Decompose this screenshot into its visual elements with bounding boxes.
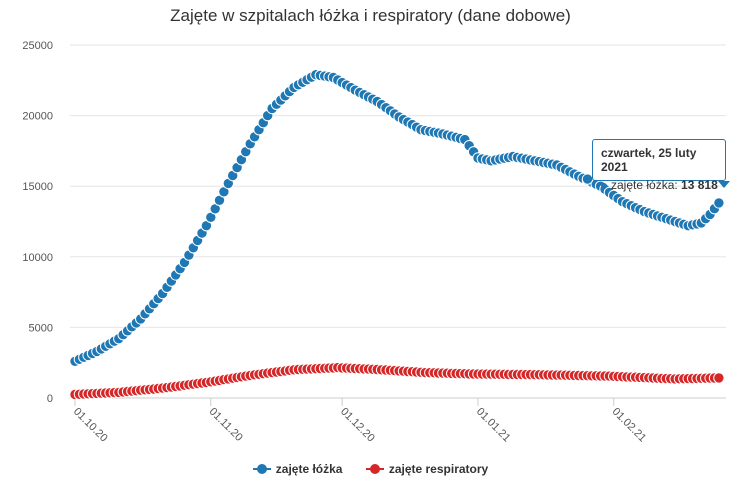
x-tick-label: 01.10.20 <box>71 406 110 445</box>
tooltip-series-dot <box>601 182 607 189</box>
legend-item-beds[interactable]: zajęte łóżka <box>252 462 343 476</box>
chart-title: Zajęte w szpitalach łóżka i respiratory … <box>170 6 571 25</box>
y-tick-label: 0 <box>47 393 53 405</box>
data-point-beds[interactable] <box>713 197 725 209</box>
y-tick-label: 5000 <box>29 322 53 334</box>
series-points <box>69 69 725 401</box>
y-tick-label: 25000 <box>22 40 53 52</box>
legend-symbol-ventilators <box>365 464 384 474</box>
x-axis: 01.10.20 01.11.20 01.12.20 01.01.21 01.02.21 <box>71 398 649 445</box>
y-tick-label: 20000 <box>22 111 53 123</box>
tooltip-value: 13 818 <box>681 178 718 192</box>
x-tick-label: 01.02.21 <box>610 406 649 445</box>
y-tick-label: 10000 <box>22 252 53 264</box>
y-tick-label: 15000 <box>22 181 53 193</box>
tooltip-title: czwartek, 25 luty 2021 <box>601 146 697 174</box>
legend-label-ventilators: zajęte respiratory <box>388 462 489 476</box>
legend: zajęte łóżka zajęte respiratory <box>0 462 741 477</box>
legend-item-ventilators[interactable]: zajęte respiratory <box>365 462 489 476</box>
tooltip-pointer <box>718 181 730 188</box>
x-tick-label: 01.01.21 <box>474 406 513 445</box>
tooltip-series-label: zajęte łóżka: <box>611 178 682 192</box>
gridlines <box>70 44 726 399</box>
y-axis-labels: 0 5000 10000 15000 20000 25000 <box>22 40 53 405</box>
tooltip-line: zajęte łóżka: 13 818 <box>601 178 718 192</box>
legend-symbol-beds <box>252 464 271 474</box>
tooltip: czwartek, 25 luty 2021 zajęte łóżka: 13 … <box>592 139 726 192</box>
data-point-ventilators[interactable] <box>713 372 725 384</box>
x-tick-label: 01.11.20 <box>207 406 245 444</box>
legend-label-beds: zajęte łóżka <box>275 462 343 476</box>
x-tick-label: 01.12.20 <box>338 406 377 445</box>
series-lines <box>74 73 720 396</box>
